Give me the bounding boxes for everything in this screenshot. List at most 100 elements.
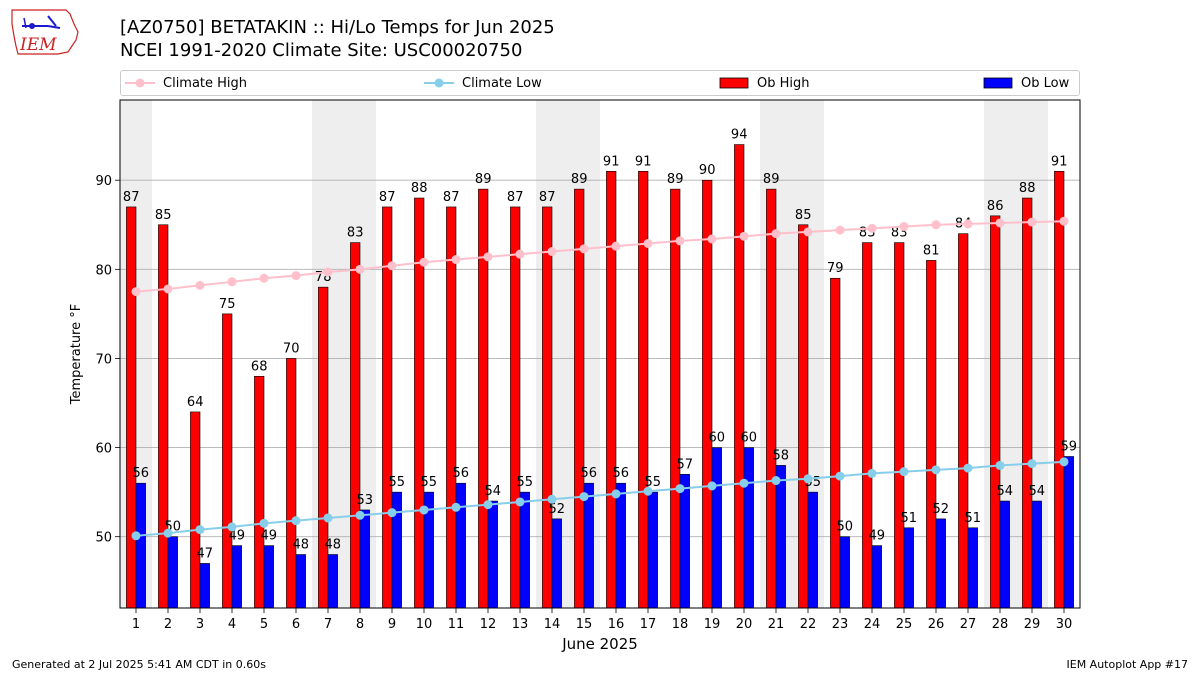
x-tick-label: 18 (672, 617, 689, 632)
x-tick-label: 10 (416, 617, 433, 632)
ob-low-bar (807, 491, 818, 609)
climate-high-point (931, 220, 941, 230)
ob-low-bar (135, 482, 146, 609)
climate-high-point (1059, 216, 1069, 226)
climate-high-point (355, 264, 365, 274)
ob-low-label: 54 (485, 484, 502, 499)
climate-low-point (611, 489, 621, 499)
climate-high-point (131, 287, 141, 297)
ob-high-label: 64 (187, 395, 204, 410)
climate-low-point (739, 478, 749, 488)
ob-high-bar (638, 170, 649, 609)
ob-low-bar (583, 482, 594, 609)
climate-low-point (1027, 459, 1037, 469)
climate-low-point (899, 467, 909, 477)
ob-high-label: 75 (219, 297, 236, 312)
app-note: IEM Autoplot App #17 (1066, 658, 1189, 671)
ob-low-bar (711, 447, 722, 609)
ob-high-bar (318, 286, 329, 609)
x-tick-label: 11 (448, 617, 465, 632)
ob-high-label: 91 (1051, 154, 1068, 169)
ob-high-bar (766, 188, 777, 609)
ob-high-label: 87 (123, 190, 140, 205)
ob-high-label: 90 (699, 163, 716, 178)
x-tick-label: 6 (292, 617, 300, 632)
ob-low-bar (487, 500, 498, 609)
ob-low-label: 48 (325, 538, 342, 553)
ob-low-bar (999, 500, 1010, 609)
legend-item-climate-low: Climate Low (424, 71, 542, 95)
x-tick-label: 4 (228, 617, 236, 632)
x-axis-label: June 2025 (561, 635, 638, 653)
ob-high-bar (798, 224, 809, 609)
ob-low-label: 55 (645, 475, 662, 490)
ob-low-label: 54 (997, 484, 1014, 499)
legend-label-ob-low: Ob Low (1021, 75, 1070, 91)
legend-label-climate-low: Climate Low (462, 75, 542, 91)
x-tick-label: 26 (928, 617, 945, 632)
climate-high-point (611, 241, 621, 251)
climate-high-line-icon (125, 78, 155, 88)
ob-low-bar (327, 554, 338, 609)
ob-high-bar (830, 277, 841, 609)
climate-high-point (867, 223, 877, 233)
x-tick-label: 1 (132, 617, 140, 632)
ob-low-label: 60 (741, 431, 758, 446)
ob-low-bar (551, 518, 562, 609)
climate-low-point (131, 531, 141, 541)
ob-high-bar (1054, 170, 1065, 609)
ob-low-bar (647, 491, 658, 609)
climate-high-point (195, 280, 205, 290)
climate-low-point (227, 522, 237, 532)
ob-low-label: 56 (613, 466, 630, 481)
climate-high-point (643, 238, 653, 248)
climate-high-point (707, 234, 717, 244)
ob-low-bar (903, 527, 914, 609)
ob-low-label: 49 (229, 529, 246, 544)
ob-high-label: 91 (603, 154, 620, 169)
climate-low-point (1059, 457, 1069, 467)
ob-low-bar (519, 491, 530, 609)
x-tick-label: 21 (768, 617, 785, 632)
ob-high-label: 89 (475, 172, 492, 187)
legend-item-climate-high: Climate High (125, 71, 247, 95)
climate-high-point (995, 218, 1005, 228)
climate-low-point (579, 492, 589, 502)
ob-low-bar (263, 545, 274, 609)
ob-low-bar (199, 563, 210, 609)
ob-low-bar (455, 482, 466, 609)
y-tick-label: 90 (95, 174, 112, 189)
ob-low-label: 55 (421, 475, 438, 490)
ob-low-bar (231, 545, 242, 609)
climate-high-point (675, 236, 685, 246)
plot-frame (119, 99, 1081, 609)
ob-high-bar (542, 206, 553, 609)
ob-low-bar (359, 509, 370, 609)
climate-high-point (227, 277, 237, 287)
ob-high-label: 86 (987, 199, 1004, 214)
chart-title: [AZ0750] BETATAKIN :: Hi/Lo Temps for Ju… (120, 17, 555, 38)
chart-legend: Climate High Climate Low Ob High Ob Low (120, 70, 1080, 96)
ob-high-label: 87 (507, 190, 524, 205)
x-tick-label: 8 (356, 617, 364, 632)
ob-high-label: 87 (379, 190, 396, 205)
climate-low-point (387, 508, 397, 518)
y-tick-label: 60 (95, 442, 112, 457)
ob-high-bar (446, 206, 457, 609)
climate-high-point (547, 247, 557, 257)
ob-high-swatch-icon (719, 77, 749, 89)
climate-low-point (259, 518, 269, 528)
ob-high-label: 88 (1019, 181, 1036, 196)
x-tick-label: 19 (704, 617, 721, 632)
ob-high-bar (734, 144, 745, 609)
x-tick-label: 12 (480, 617, 497, 632)
ob-high-bar (670, 188, 681, 609)
ob-high-label: 91 (635, 154, 652, 169)
x-tick-label: 29 (1024, 617, 1041, 632)
ob-high-bar (1022, 197, 1033, 609)
x-tick-label: 17 (640, 617, 657, 632)
ob-low-bar (935, 518, 946, 609)
ob-high-bar (926, 260, 937, 609)
climate-low-point (163, 528, 173, 538)
climate-low-point (931, 465, 941, 475)
